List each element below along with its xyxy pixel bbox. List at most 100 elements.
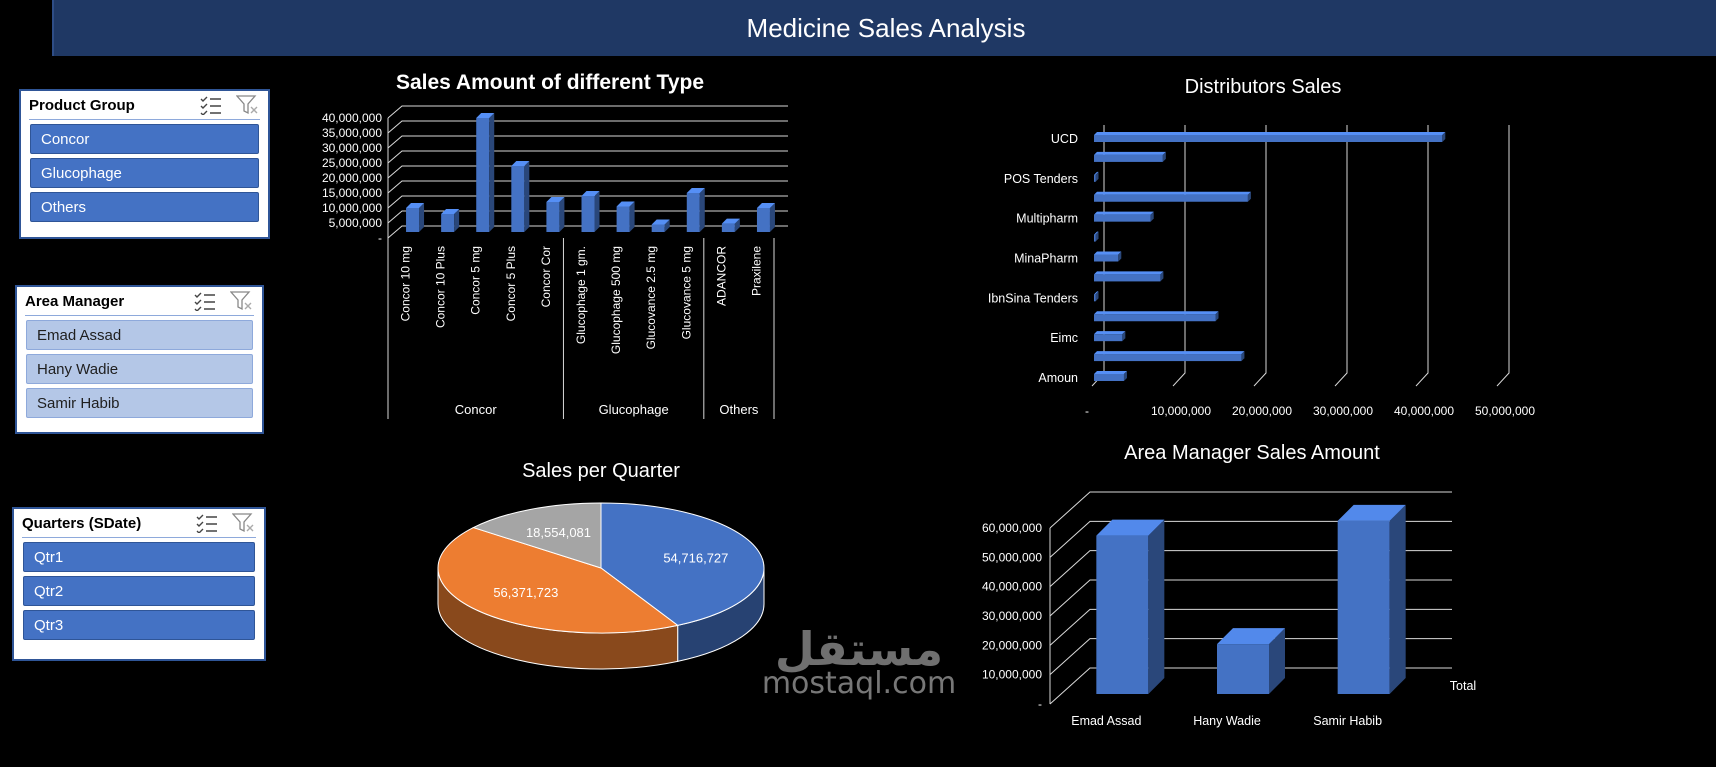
- y-tick-label: 60,000,000: [982, 521, 1042, 535]
- slicer-title: Quarters (SDate): [22, 514, 142, 532]
- pie-data-label: 56,371,723: [493, 585, 558, 600]
- y-tick-label: 15,000,000: [322, 186, 382, 200]
- gridline: [1334, 125, 1348, 387]
- y-tick-label: 10,000,000: [982, 668, 1042, 682]
- x-tick-label: Concor 5 Plus: [504, 246, 518, 321]
- clear-filter-icon[interactable]: [230, 290, 254, 312]
- slicer-item-emad-assad[interactable]: Emad Assad: [26, 320, 253, 350]
- gridline: [1049, 608, 1452, 646]
- bar-side: [419, 203, 425, 232]
- bar: [616, 206, 630, 232]
- bar-side: [1215, 311, 1219, 322]
- gridline: [1049, 491, 1452, 529]
- bar-side: [1389, 504, 1406, 694]
- bar-side: [1095, 291, 1099, 302]
- dashboard-title: Medicine Sales Analysis: [746, 12, 1026, 43]
- bar-side: [524, 161, 530, 232]
- gridline: [1496, 125, 1510, 387]
- slicer-title: Area Manager: [25, 292, 125, 310]
- bar: [476, 118, 490, 232]
- pie-slice: [472, 502, 602, 569]
- slicer-item-glucophage[interactable]: Glucophage: [30, 158, 259, 188]
- slicer-item-qtr3[interactable]: Qtr3: [23, 610, 255, 640]
- bar-top: [1217, 628, 1285, 645]
- bar: [1217, 644, 1269, 694]
- bar-top: [1094, 251, 1122, 255]
- bar: [1094, 234, 1096, 242]
- chart-title: Sales Amount of different Type: [396, 71, 704, 94]
- slicer-item-others[interactable]: Others: [30, 192, 259, 222]
- y-tick-label: Multipharm: [1016, 212, 1078, 226]
- y-tick-label: Amoun: [1038, 371, 1078, 385]
- multi-select-icon[interactable]: [200, 95, 222, 115]
- bar: [1337, 520, 1390, 694]
- bar: [1094, 174, 1096, 182]
- y-tick-label: Eimc: [1050, 331, 1078, 345]
- gridline: [387, 150, 788, 164]
- x-tick-label: Hany Wadie: [1193, 714, 1261, 728]
- chart-title: Distributors Sales: [1185, 76, 1342, 98]
- bar: [1094, 334, 1123, 342]
- x-tick-label: ADANCOR: [714, 246, 728, 306]
- group-label: Concor: [455, 402, 498, 417]
- bar-side: [454, 209, 460, 232]
- bar: [1094, 294, 1096, 302]
- gridline: [1415, 125, 1429, 387]
- bar-side: [1123, 371, 1127, 381]
- bar: [1094, 154, 1163, 162]
- multi-select-icon[interactable]: [196, 513, 218, 533]
- y-tick-label: 20,000,000: [982, 638, 1042, 652]
- bar: [1094, 214, 1151, 222]
- chart-title: Area Manager Sales Amount: [1124, 442, 1380, 464]
- sales-by-type-chart: Sales Amount of different Type -5,000,000…: [322, 71, 788, 419]
- gridline: [1049, 520, 1452, 558]
- slicer-item-samir-habib[interactable]: Samir Habib: [26, 388, 253, 418]
- slicer-item-qtr2[interactable]: Qtr2: [23, 576, 255, 606]
- x-tick-label: Glucovance 2.5 mg: [644, 246, 658, 349]
- x-tick-label: 30,000,000: [1313, 404, 1373, 418]
- bar-side: [769, 203, 775, 232]
- bar-top: [511, 161, 530, 166]
- bar: [441, 214, 455, 232]
- bar: [651, 224, 665, 232]
- gridline: [387, 195, 788, 209]
- x-tick-label: -: [1085, 404, 1089, 418]
- slicer-header: Quarters (SDate): [22, 509, 256, 538]
- bar-side: [699, 188, 705, 232]
- bar-top: [581, 191, 600, 196]
- bar-side: [1118, 251, 1122, 262]
- slicer-item-concor[interactable]: Concor: [30, 124, 259, 154]
- clear-filter-icon[interactable]: [232, 512, 256, 534]
- bar-side: [1247, 191, 1251, 202]
- clear-filter-icon[interactable]: [236, 94, 260, 116]
- slicer-item-hany-wadie[interactable]: Hany Wadie: [26, 354, 253, 384]
- y-tick-label: 35,000,000: [322, 126, 382, 140]
- x-tick-label: Concor Cor: [539, 246, 553, 307]
- y-tick-label: 10,000,000: [322, 201, 382, 215]
- watermark-latin: mostaql.com: [761, 666, 957, 701]
- bar-top: [616, 201, 635, 207]
- bar-side: [594, 191, 600, 232]
- area-manager-sales-chart: Area Manager Sales Amount - 10,000,000 20,0…: [982, 442, 1476, 728]
- bar: [686, 193, 700, 232]
- bar: [1094, 135, 1443, 142]
- bar-side: [629, 201, 635, 232]
- y-tick-label: IbnSina Tenders: [988, 291, 1078, 305]
- x-tick-label: Glucophage 1 gm.: [574, 246, 588, 344]
- distributors-sales-chart: Distributors Sales - 10,000,000 20,000,000 3…: [988, 76, 1535, 418]
- bar-side: [1095, 171, 1099, 182]
- y-tick-label: -: [1038, 697, 1042, 711]
- slicer-product-group: Product Group Concor Glucophage Others: [19, 89, 270, 239]
- y-tick-label: -: [378, 231, 382, 245]
- slicer-item-qtr1[interactable]: Qtr1: [23, 542, 255, 572]
- bar-top: [1094, 311, 1219, 315]
- slicer-title: Product Group: [29, 96, 135, 114]
- x-tick-label: Concor 10 Plus: [434, 246, 448, 328]
- bar: [721, 223, 735, 232]
- slicer-area-manager: Area Manager Emad Assad Hany Wadie Samir…: [15, 285, 264, 434]
- multi-select-icon[interactable]: [194, 291, 216, 311]
- y-tick-label: MinaPharm: [1014, 252, 1078, 266]
- bar-top: [651, 219, 670, 225]
- watermark-arabic: مستقل: [774, 622, 944, 676]
- bar-top: [1094, 191, 1251, 195]
